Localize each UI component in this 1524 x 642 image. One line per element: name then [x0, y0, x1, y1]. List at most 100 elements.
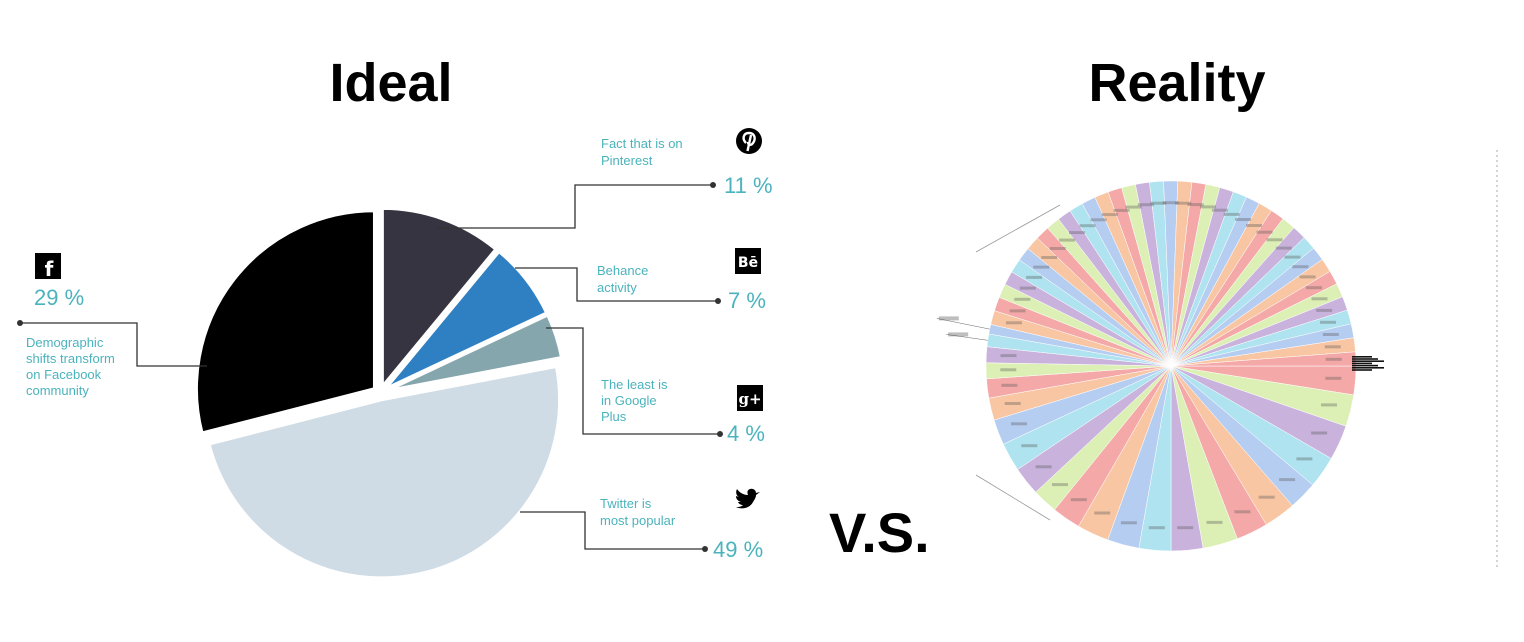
reality-slice-label [1019, 286, 1036, 290]
slice-label-twitter: 49 % [713, 537, 763, 562]
reality-leader-line [975, 204, 1061, 253]
reality-slice-label [1316, 308, 1333, 312]
reality-dense-label [1352, 369, 1372, 371]
slice-description-google-plus: The least is in Google Plus [601, 377, 671, 424]
leader-dot-twitter [702, 546, 708, 552]
pie-slice-google-plus [386, 313, 564, 393]
leader-line-pinterest [437, 184, 713, 229]
leader-line-google-plus [546, 327, 720, 435]
reality-slice-label [1000, 368, 1017, 372]
pie-slice-twitter [207, 364, 562, 580]
reality-slice-label [1052, 483, 1068, 487]
slice-label-pinterest: 11 % [724, 173, 773, 198]
reality-dense-label [1352, 360, 1384, 362]
reality-slice-label [1234, 510, 1251, 514]
reality-slice-label [1026, 275, 1043, 279]
pinterest-icon [736, 128, 762, 154]
reality-slice-label [1321, 403, 1337, 407]
reality-slice-label [1211, 208, 1228, 212]
reality-slice-label [948, 332, 969, 337]
reality-slice-label [1320, 320, 1336, 324]
reality-slice-label [1296, 457, 1313, 461]
reality-slice-label [1177, 526, 1194, 530]
reality-slice-label [1292, 265, 1309, 269]
reality-title: Reality [1088, 53, 1266, 113]
leader-line-behance [515, 267, 718, 302]
reality-slice-label [1113, 208, 1130, 212]
svg-text:g+: g+ [738, 390, 761, 408]
reality-slice-label [1175, 201, 1192, 205]
reality-slice-label [1306, 286, 1322, 290]
reality-slice-label [1206, 520, 1223, 524]
reality-slice-label [1275, 246, 1292, 250]
leader-dot-behance [715, 298, 721, 304]
reality-slice-label [1223, 212, 1240, 216]
reality-slice-label [1021, 444, 1038, 448]
reality-slice-label [1069, 231, 1085, 235]
reality-slice-label [1079, 224, 1096, 228]
reality-slice-label [1009, 309, 1026, 313]
reality-leader-line [936, 318, 990, 330]
slice-label-facebook: 29 % [34, 285, 84, 310]
reality-slice-label [1090, 218, 1107, 222]
reality-slice-label [1011, 422, 1027, 426]
pie-slice-facebook [194, 209, 376, 435]
reality-slice-label [1014, 297, 1031, 301]
reality-slice-label [1137, 203, 1154, 207]
svg-text:f: f [45, 257, 54, 281]
reality-slice-label [1148, 526, 1165, 530]
reality-dense-label [1352, 356, 1372, 358]
reality-dense-label [1352, 367, 1384, 369]
slice-label-behance: 7 % [728, 288, 766, 313]
facebook-icon: f [35, 253, 61, 281]
reality-slice-label [1256, 230, 1273, 234]
leader-dot-pinterest [710, 182, 716, 188]
reality-slice-label [1035, 465, 1052, 469]
reality-leader-line [975, 474, 1051, 521]
reality-slice-label [1311, 431, 1328, 435]
leader-line-facebook [20, 322, 207, 367]
reality-slice-label [1000, 354, 1017, 358]
reality-slice-label [1325, 376, 1342, 380]
reality-slice-label [1033, 265, 1050, 269]
reality-slice-label [1258, 495, 1275, 499]
reality-dense-label [1352, 364, 1378, 367]
reality-slice-label [1001, 383, 1018, 387]
reality-dense-label [1352, 362, 1372, 365]
leader-line-twitter [520, 511, 705, 550]
reality-slice-label [1120, 521, 1137, 525]
svg-text:Bē: Bē [738, 255, 758, 271]
slice-description-facebook: Demographic shifts transform on Facebook… [26, 335, 118, 398]
reality-slice-label [1311, 297, 1328, 301]
reality-slice-label [1162, 201, 1179, 205]
ideal-title: Ideal [329, 53, 453, 113]
google-plus-icon: g+ [737, 385, 763, 411]
ideal-pie-chart: Fact that is on Pinterest 11 % Behance a… [17, 128, 773, 580]
reality-slice-label [1284, 255, 1301, 259]
reality-slice-label [1299, 275, 1316, 279]
slice-description-twitter: Twitter is most popular [600, 496, 676, 528]
reality-slice-label [1235, 218, 1252, 221]
twitter-icon [736, 488, 760, 509]
reality-slice-label [1187, 203, 1204, 207]
reality-slice-label [1324, 345, 1341, 349]
reality-slice-label [938, 316, 959, 321]
pie-slice-pinterest [380, 206, 498, 391]
reality-slice-label [1246, 224, 1262, 227]
behance-icon: Bē [735, 248, 761, 274]
reality-slice-label [1004, 402, 1021, 405]
reality-leader-line [946, 334, 988, 341]
reality-slice-label [1101, 213, 1118, 217]
reality-slice-label [1325, 357, 1342, 361]
reality-slice-label [1070, 498, 1087, 502]
leader-dot-facebook [17, 320, 23, 326]
versus-label: V.S. [829, 501, 930, 564]
leader-dot-google-plus [717, 431, 723, 437]
reality-slice-label [1125, 205, 1142, 209]
slice-description-behance: Behance activity [597, 263, 652, 295]
reality-slice-label [1279, 478, 1296, 482]
reality-slice-label [1049, 247, 1066, 250]
reality-slice-label [1005, 321, 1022, 325]
reality-slice-label [1041, 256, 1058, 259]
